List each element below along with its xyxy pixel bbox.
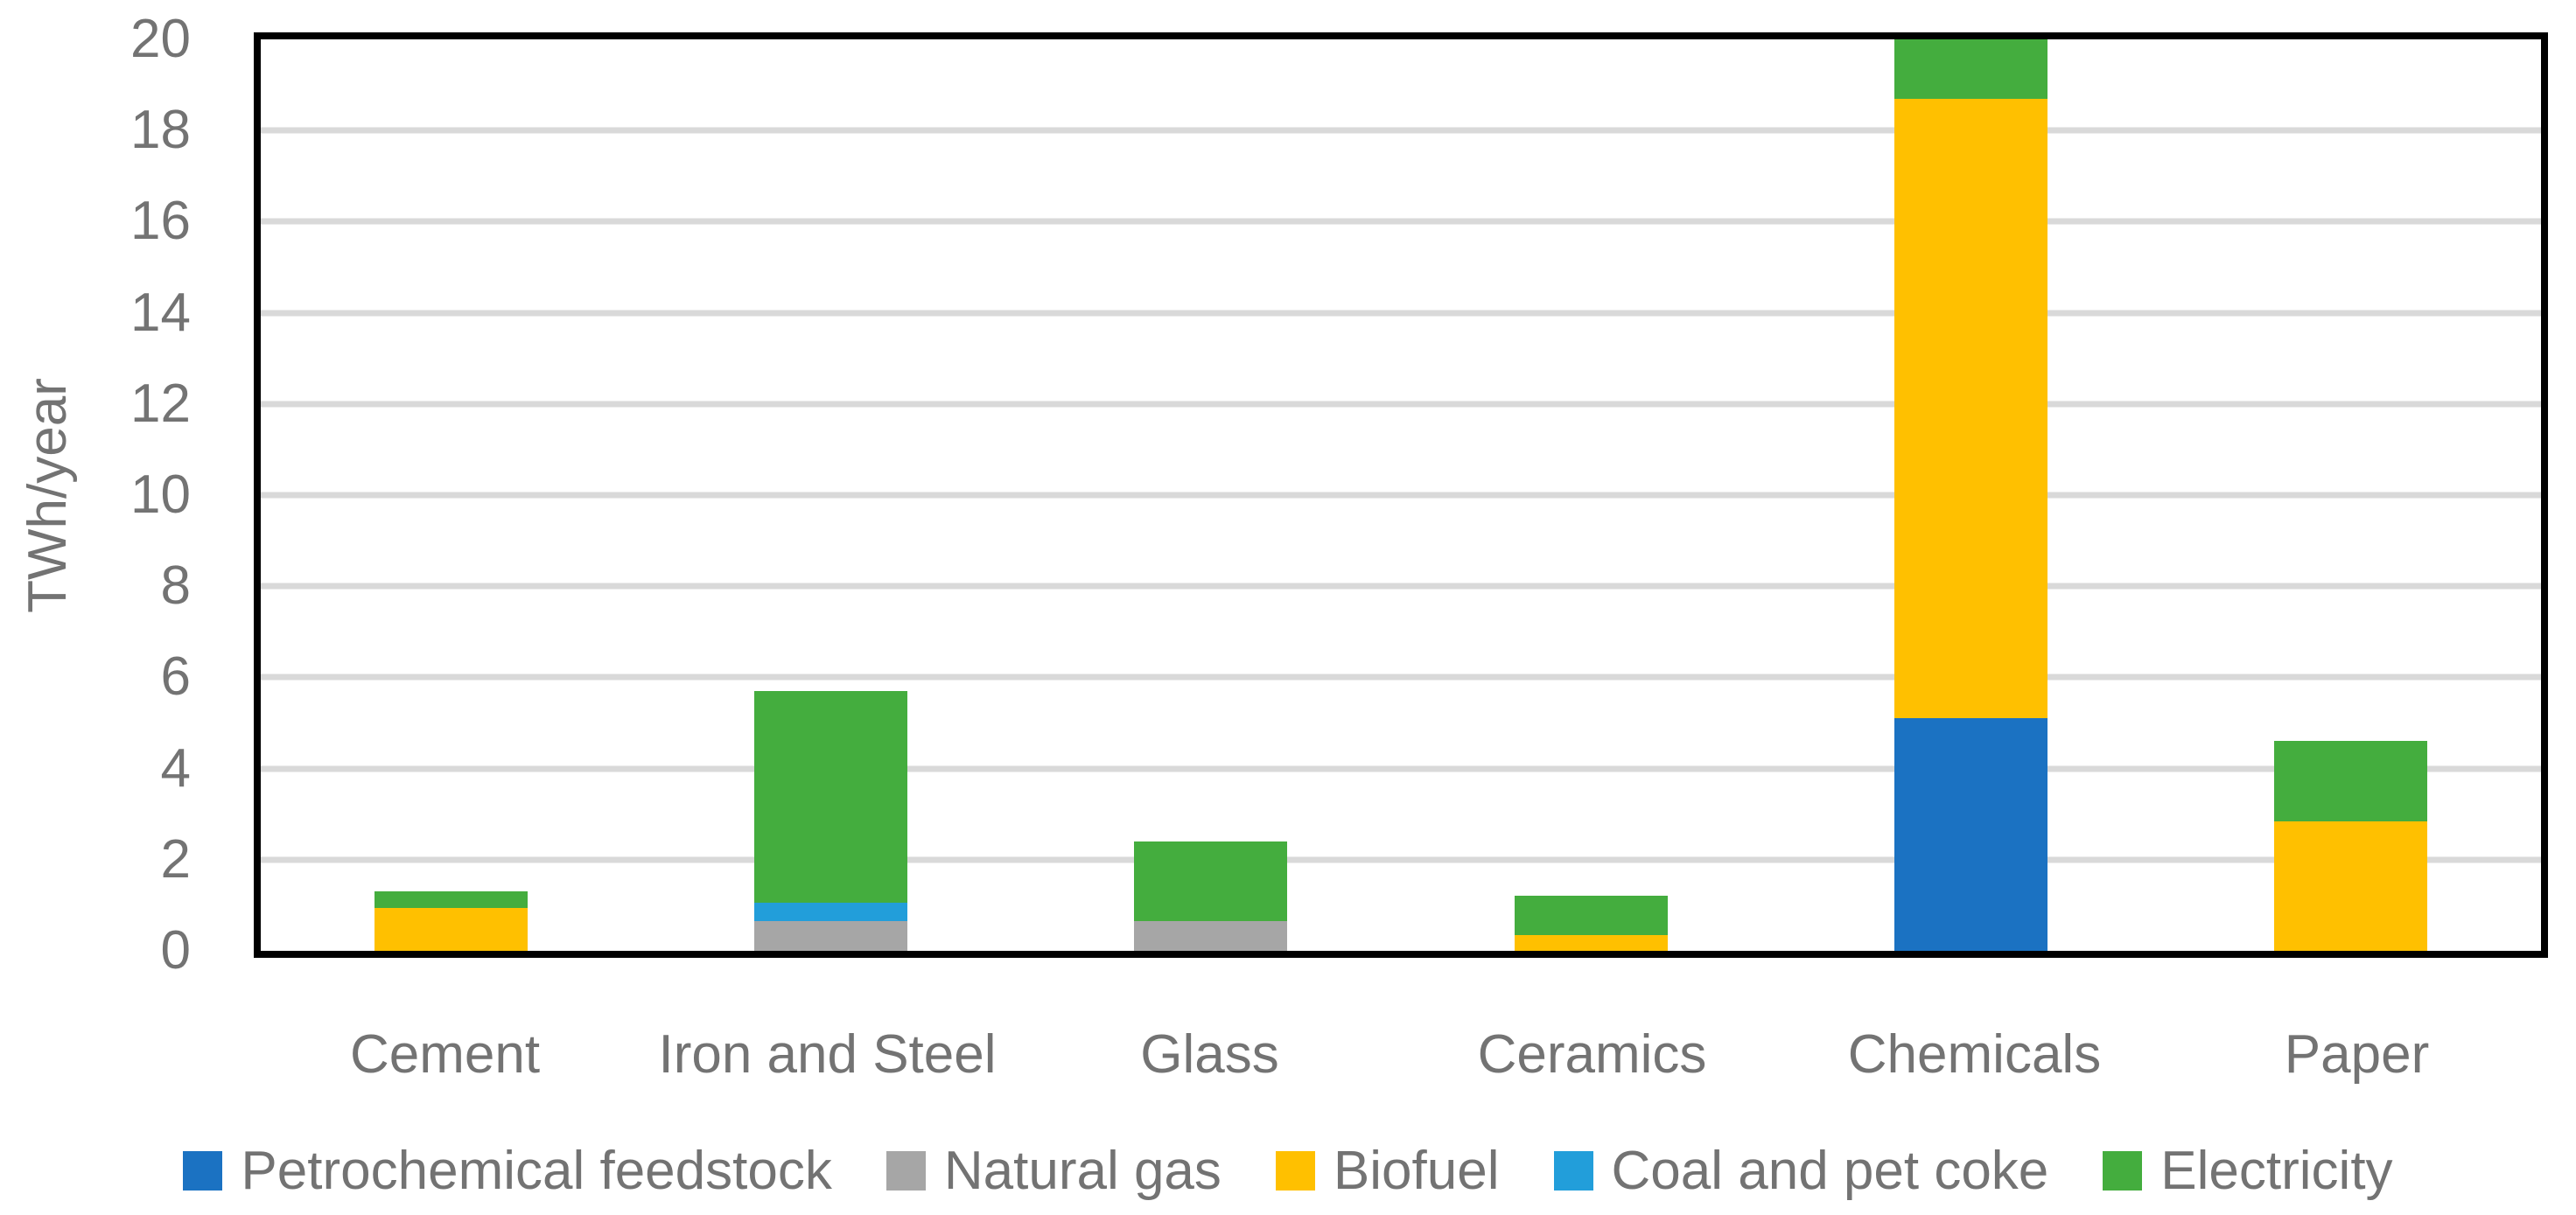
y-axis-title-box: TWh/year — [7, 32, 88, 958]
gridlines — [261, 39, 2541, 951]
legend-marker-petrochemical-feedstock — [183, 1150, 223, 1191]
bar-segment-cement-electricity — [374, 891, 528, 908]
x-axis-label-chemicals: Chemicals — [1847, 1023, 2102, 1085]
legend-marker-electricity — [2103, 1150, 2143, 1191]
y-tick-label-0: 0 — [160, 920, 191, 981]
stacked-bar-glass — [1134, 39, 1288, 951]
x-axis-labels: Cement Iron and Steel Glass Ceramics Chemica… — [254, 1015, 2548, 1093]
gridline-2 — [261, 856, 2541, 863]
legend-item-coal-and-pet-coke: Coal and pet coke — [1553, 1140, 2049, 1202]
gridline-4 — [261, 765, 2541, 772]
x-axis-label-ceramics: Ceramics — [1477, 1023, 1707, 1085]
legend-label-natural-gas: Natural gas — [943, 1140, 1222, 1201]
bar-segment-iron-and-steel-natural-gas — [753, 921, 907, 951]
x-axis-label-paper: Paper — [2284, 1023, 2430, 1085]
y-tick-label-6: 6 — [160, 646, 191, 708]
x-axis-label-iron-and-steel: Iron and Steel — [658, 1023, 997, 1085]
bar-segment-chemicals-electricity — [1894, 39, 2048, 99]
legend-item-natural-gas: Natural gas — [886, 1140, 1222, 1202]
bar-slot-chemicals — [1781, 39, 2160, 951]
bar-segment-paper-electricity — [2274, 741, 2428, 821]
stacked-bar-ceramics — [1514, 39, 1668, 951]
y-axis-ticks: 0 2 4 6 8 10 12 14 16 18 20 — [88, 12, 191, 978]
bar-segment-ceramics-biofuel — [1514, 934, 1668, 951]
legend-label-electricity: Electricity — [2160, 1140, 2393, 1201]
bar-slot-iron-and-steel — [640, 39, 1020, 951]
bar-segment-glass-electricity — [1134, 841, 1288, 922]
y-axis-title: TWh/year — [17, 377, 78, 613]
x-axis-label-cement: Cement — [349, 1023, 541, 1085]
bar-slot-glass — [1021, 39, 1401, 951]
y-tick-label-4: 4 — [160, 737, 191, 799]
bar-segment-glass-natural-gas — [1134, 921, 1288, 951]
legend-item-petrochemical-feedstock: Petrochemical feedstock — [183, 1140, 832, 1202]
bar-segment-paper-biofuel — [2274, 820, 2428, 951]
stacked-bar-paper — [2274, 39, 2428, 951]
legend-marker-coal-and-pet-coke — [1553, 1150, 1593, 1191]
gridline-12 — [261, 401, 2541, 408]
y-tick-label-10: 10 — [130, 464, 191, 525]
gridline-14 — [261, 310, 2541, 317]
gridline-6 — [261, 674, 2541, 681]
legend-marker-biofuel — [1275, 1150, 1315, 1191]
bar-segment-ceramics-electricity — [1514, 896, 1668, 935]
stacked-bar-chemicals — [1894, 39, 2048, 951]
legend: Petrochemical feedstock Natural gas Biofue… — [0, 1134, 2576, 1207]
legend-item-electricity: Electricity — [2103, 1140, 2393, 1202]
bar-segment-iron-and-steel-electricity — [753, 691, 907, 904]
gridline-18 — [261, 127, 2541, 134]
bar-segment-chemicals-petrochemical-feedstock — [1894, 718, 2048, 951]
bar-segment-chemicals-biofuel — [1894, 98, 2048, 719]
gridline-10 — [261, 492, 2541, 499]
y-tick-label-18: 18 — [130, 100, 191, 161]
bar-segment-iron-and-steel-coal-and-pet-coke — [753, 903, 907, 922]
bar-segment-cement-biofuel — [374, 907, 528, 951]
gridline-8 — [261, 583, 2541, 590]
bars-layer — [261, 39, 2541, 951]
y-tick-label-8: 8 — [160, 555, 191, 617]
y-tick-label-16: 16 — [130, 191, 191, 252]
bar-slot-cement — [261, 39, 640, 951]
x-axis-label-glass: Glass — [1140, 1023, 1279, 1085]
legend-item-biofuel: Biofuel — [1275, 1140, 1500, 1202]
legend-marker-natural-gas — [886, 1150, 926, 1191]
y-tick-label-20: 20 — [130, 9, 191, 69]
bar-slot-ceramics — [1401, 39, 1781, 951]
stacked-bar-cement — [374, 39, 528, 951]
legend-label-biofuel: Biofuel — [1333, 1140, 1500, 1201]
gridline-16 — [261, 218, 2541, 225]
y-tick-label-12: 12 — [130, 373, 191, 434]
bar-slot-paper — [2161, 39, 2541, 951]
y-tick-label-2: 2 — [160, 828, 191, 890]
y-tick-label-14: 14 — [130, 282, 191, 343]
legend-label-petrochemical-feedstock: Petrochemical feedstock — [241, 1140, 832, 1201]
stacked-bar-iron-and-steel — [753, 39, 907, 951]
plot-area — [254, 32, 2548, 958]
legend-label-coal-and-pet-coke: Coal and pet coke — [1611, 1140, 2049, 1201]
